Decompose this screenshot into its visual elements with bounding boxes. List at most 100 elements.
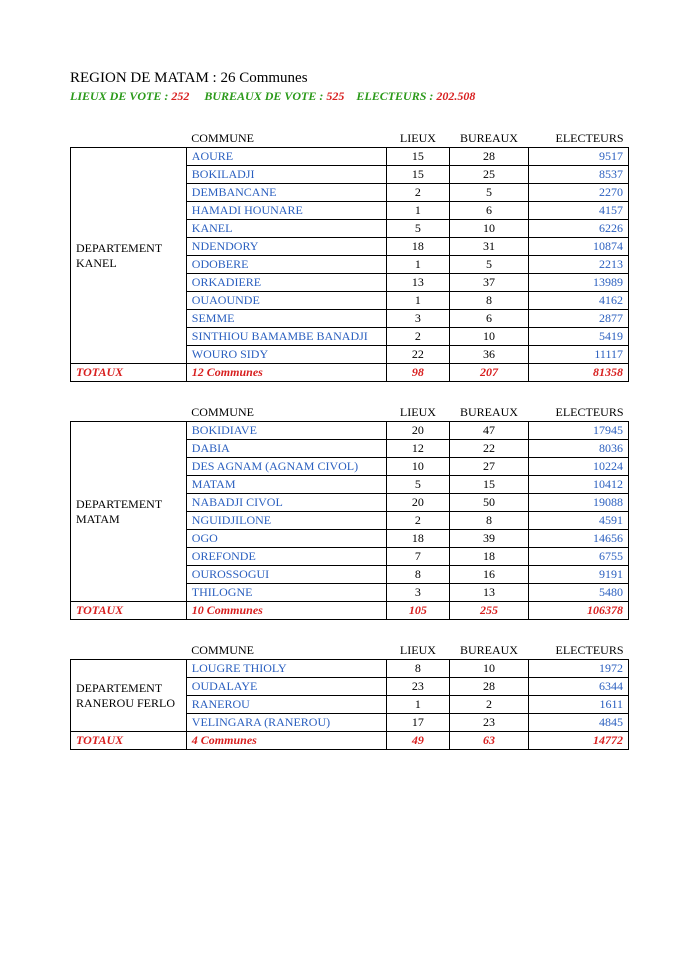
- bureaux-cell: 28: [449, 148, 528, 166]
- bureaux-cell: 16: [449, 566, 528, 584]
- totaux-electeurs: 106378: [528, 602, 628, 620]
- electeurs-cell: 6344: [528, 678, 628, 696]
- commune-cell: VELINGARA (RANEROU): [186, 714, 386, 732]
- bureaux-cell: 18: [449, 548, 528, 566]
- lieux-cell: 5: [386, 476, 449, 494]
- electeurs-label: ELECTEURS :: [356, 89, 436, 103]
- lieux-label: LIEUX DE VOTE :: [70, 89, 171, 103]
- electeurs-cell: 6755: [528, 548, 628, 566]
- totaux-communes: 4 Communes: [186, 732, 386, 750]
- bureaux-cell: 5: [449, 184, 528, 202]
- lieux-cell: 20: [386, 422, 449, 440]
- totaux-communes: 12 Communes: [186, 364, 386, 382]
- bureaux-cell: 2: [449, 696, 528, 714]
- totaux-lieux: 105: [386, 602, 449, 620]
- totaux-bureaux: 255: [449, 602, 528, 620]
- totaux-row: TOTAUX10 Communes105255106378: [71, 602, 629, 620]
- commune-cell: OREFONDE: [186, 548, 386, 566]
- header-empty: [71, 642, 187, 660]
- header-electeurs: ELECTEURS: [528, 130, 628, 148]
- table-row: DEPARTEMENTMATAMBOKIDIAVE204717945: [71, 422, 629, 440]
- region-title: REGION DE MATAM : 26 Communes: [70, 70, 629, 87]
- bureaux-cell: 36: [449, 346, 528, 364]
- bureaux-cell: 37: [449, 274, 528, 292]
- lieux-cell: 17: [386, 714, 449, 732]
- department-name-cell: DEPARTEMENTKANEL: [71, 148, 187, 364]
- lieux-cell: 3: [386, 584, 449, 602]
- document-page: { "title": {"prefix": "REGION DE MATAM :…: [0, 0, 699, 967]
- electeurs-cell: 10412: [528, 476, 628, 494]
- commune-cell: WOURO SIDY: [186, 346, 386, 364]
- bureaux-cell: 39: [449, 530, 528, 548]
- electeurs-cell: 19088: [528, 494, 628, 512]
- electeurs-cell: 2213: [528, 256, 628, 274]
- lieux-cell: 18: [386, 530, 449, 548]
- commune-cell: DABIA: [186, 440, 386, 458]
- bureaux-cell: 10: [449, 660, 528, 678]
- bureaux-cell: 23: [449, 714, 528, 732]
- header-empty: [71, 130, 187, 148]
- lieux-cell: 12: [386, 440, 449, 458]
- bureaux-cell: 5: [449, 256, 528, 274]
- bureaux-cell: 13: [449, 584, 528, 602]
- bureaux-cell: 31: [449, 238, 528, 256]
- bureaux-cell: 27: [449, 458, 528, 476]
- header-bureaux: BUREAUX: [449, 404, 528, 422]
- electeurs-cell: 17945: [528, 422, 628, 440]
- bureaux-cell: 6: [449, 310, 528, 328]
- lieux-cell: 20: [386, 494, 449, 512]
- bureaux-cell: 10: [449, 328, 528, 346]
- commune-cell: RANEROU: [186, 696, 386, 714]
- header-electeurs: ELECTEURS: [528, 404, 628, 422]
- header-commune: COMMUNE: [186, 130, 386, 148]
- region-title-prefix: REGION DE MATAM :: [70, 70, 220, 86]
- lieux-value: 252: [171, 89, 189, 103]
- totaux-communes: 10 Communes: [186, 602, 386, 620]
- totaux-bureaux: 63: [449, 732, 528, 750]
- table-row: DEPARTEMENTRANEROU FERLOLOUGRE THIOLY810…: [71, 660, 629, 678]
- commune-cell: HAMADI HOUNARE: [186, 202, 386, 220]
- totaux-row: TOTAUX12 Communes9820781358: [71, 364, 629, 382]
- electeurs-cell: 6226: [528, 220, 628, 238]
- commune-cell: LOUGRE THIOLY: [186, 660, 386, 678]
- lieux-cell: 7: [386, 548, 449, 566]
- header-lieux: LIEUX: [386, 642, 449, 660]
- commune-cell: DES AGNAM (AGNAM CIVOL): [186, 458, 386, 476]
- electeurs-cell: 2877: [528, 310, 628, 328]
- totaux-label: TOTAUX: [71, 364, 187, 382]
- bureaux-cell: 8: [449, 292, 528, 310]
- department-table: COMMUNELIEUXBUREAUXELECTEURSDEPARTEMENTM…: [70, 404, 629, 620]
- lieux-cell: 23: [386, 678, 449, 696]
- tables-container: COMMUNELIEUXBUREAUXELECTEURSDEPARTEMENTK…: [70, 130, 629, 750]
- lieux-cell: 18: [386, 238, 449, 256]
- bureaux-cell: 47: [449, 422, 528, 440]
- totaux-electeurs: 81358: [528, 364, 628, 382]
- lieux-cell: 8: [386, 660, 449, 678]
- commune-cell: OUAOUNDE: [186, 292, 386, 310]
- header-electeurs: ELECTEURS: [528, 642, 628, 660]
- commune-cell: ODOBERE: [186, 256, 386, 274]
- electeurs-cell: 9517: [528, 148, 628, 166]
- table-header-row: COMMUNELIEUXBUREAUXELECTEURS: [71, 642, 629, 660]
- totaux-label: TOTAUX: [71, 602, 187, 620]
- electeurs-cell: 5419: [528, 328, 628, 346]
- commune-cell: DEMBANCANE: [186, 184, 386, 202]
- bureaux-cell: 50: [449, 494, 528, 512]
- commune-cell: NDENDORY: [186, 238, 386, 256]
- department-name-cell: DEPARTEMENTRANEROU FERLO: [71, 660, 187, 732]
- commune-cell: BOKILADJI: [186, 166, 386, 184]
- totaux-label: TOTAUX: [71, 732, 187, 750]
- table-header-row: COMMUNELIEUXBUREAUXELECTEURS: [71, 130, 629, 148]
- electeurs-cell: 13989: [528, 274, 628, 292]
- lieux-cell: 1: [386, 256, 449, 274]
- header-lieux: LIEUX: [386, 404, 449, 422]
- totaux-electeurs: 14772: [528, 732, 628, 750]
- header-bureaux: BUREAUX: [449, 642, 528, 660]
- electeurs-cell: 2270: [528, 184, 628, 202]
- bureaux-cell: 22: [449, 440, 528, 458]
- bureaux-label: BUREAUX DE VOTE :: [204, 89, 326, 103]
- commune-cell: OUROSSOGUI: [186, 566, 386, 584]
- electeurs-cell: 4162: [528, 292, 628, 310]
- commune-cell: ORKADIERE: [186, 274, 386, 292]
- bureaux-cell: 6: [449, 202, 528, 220]
